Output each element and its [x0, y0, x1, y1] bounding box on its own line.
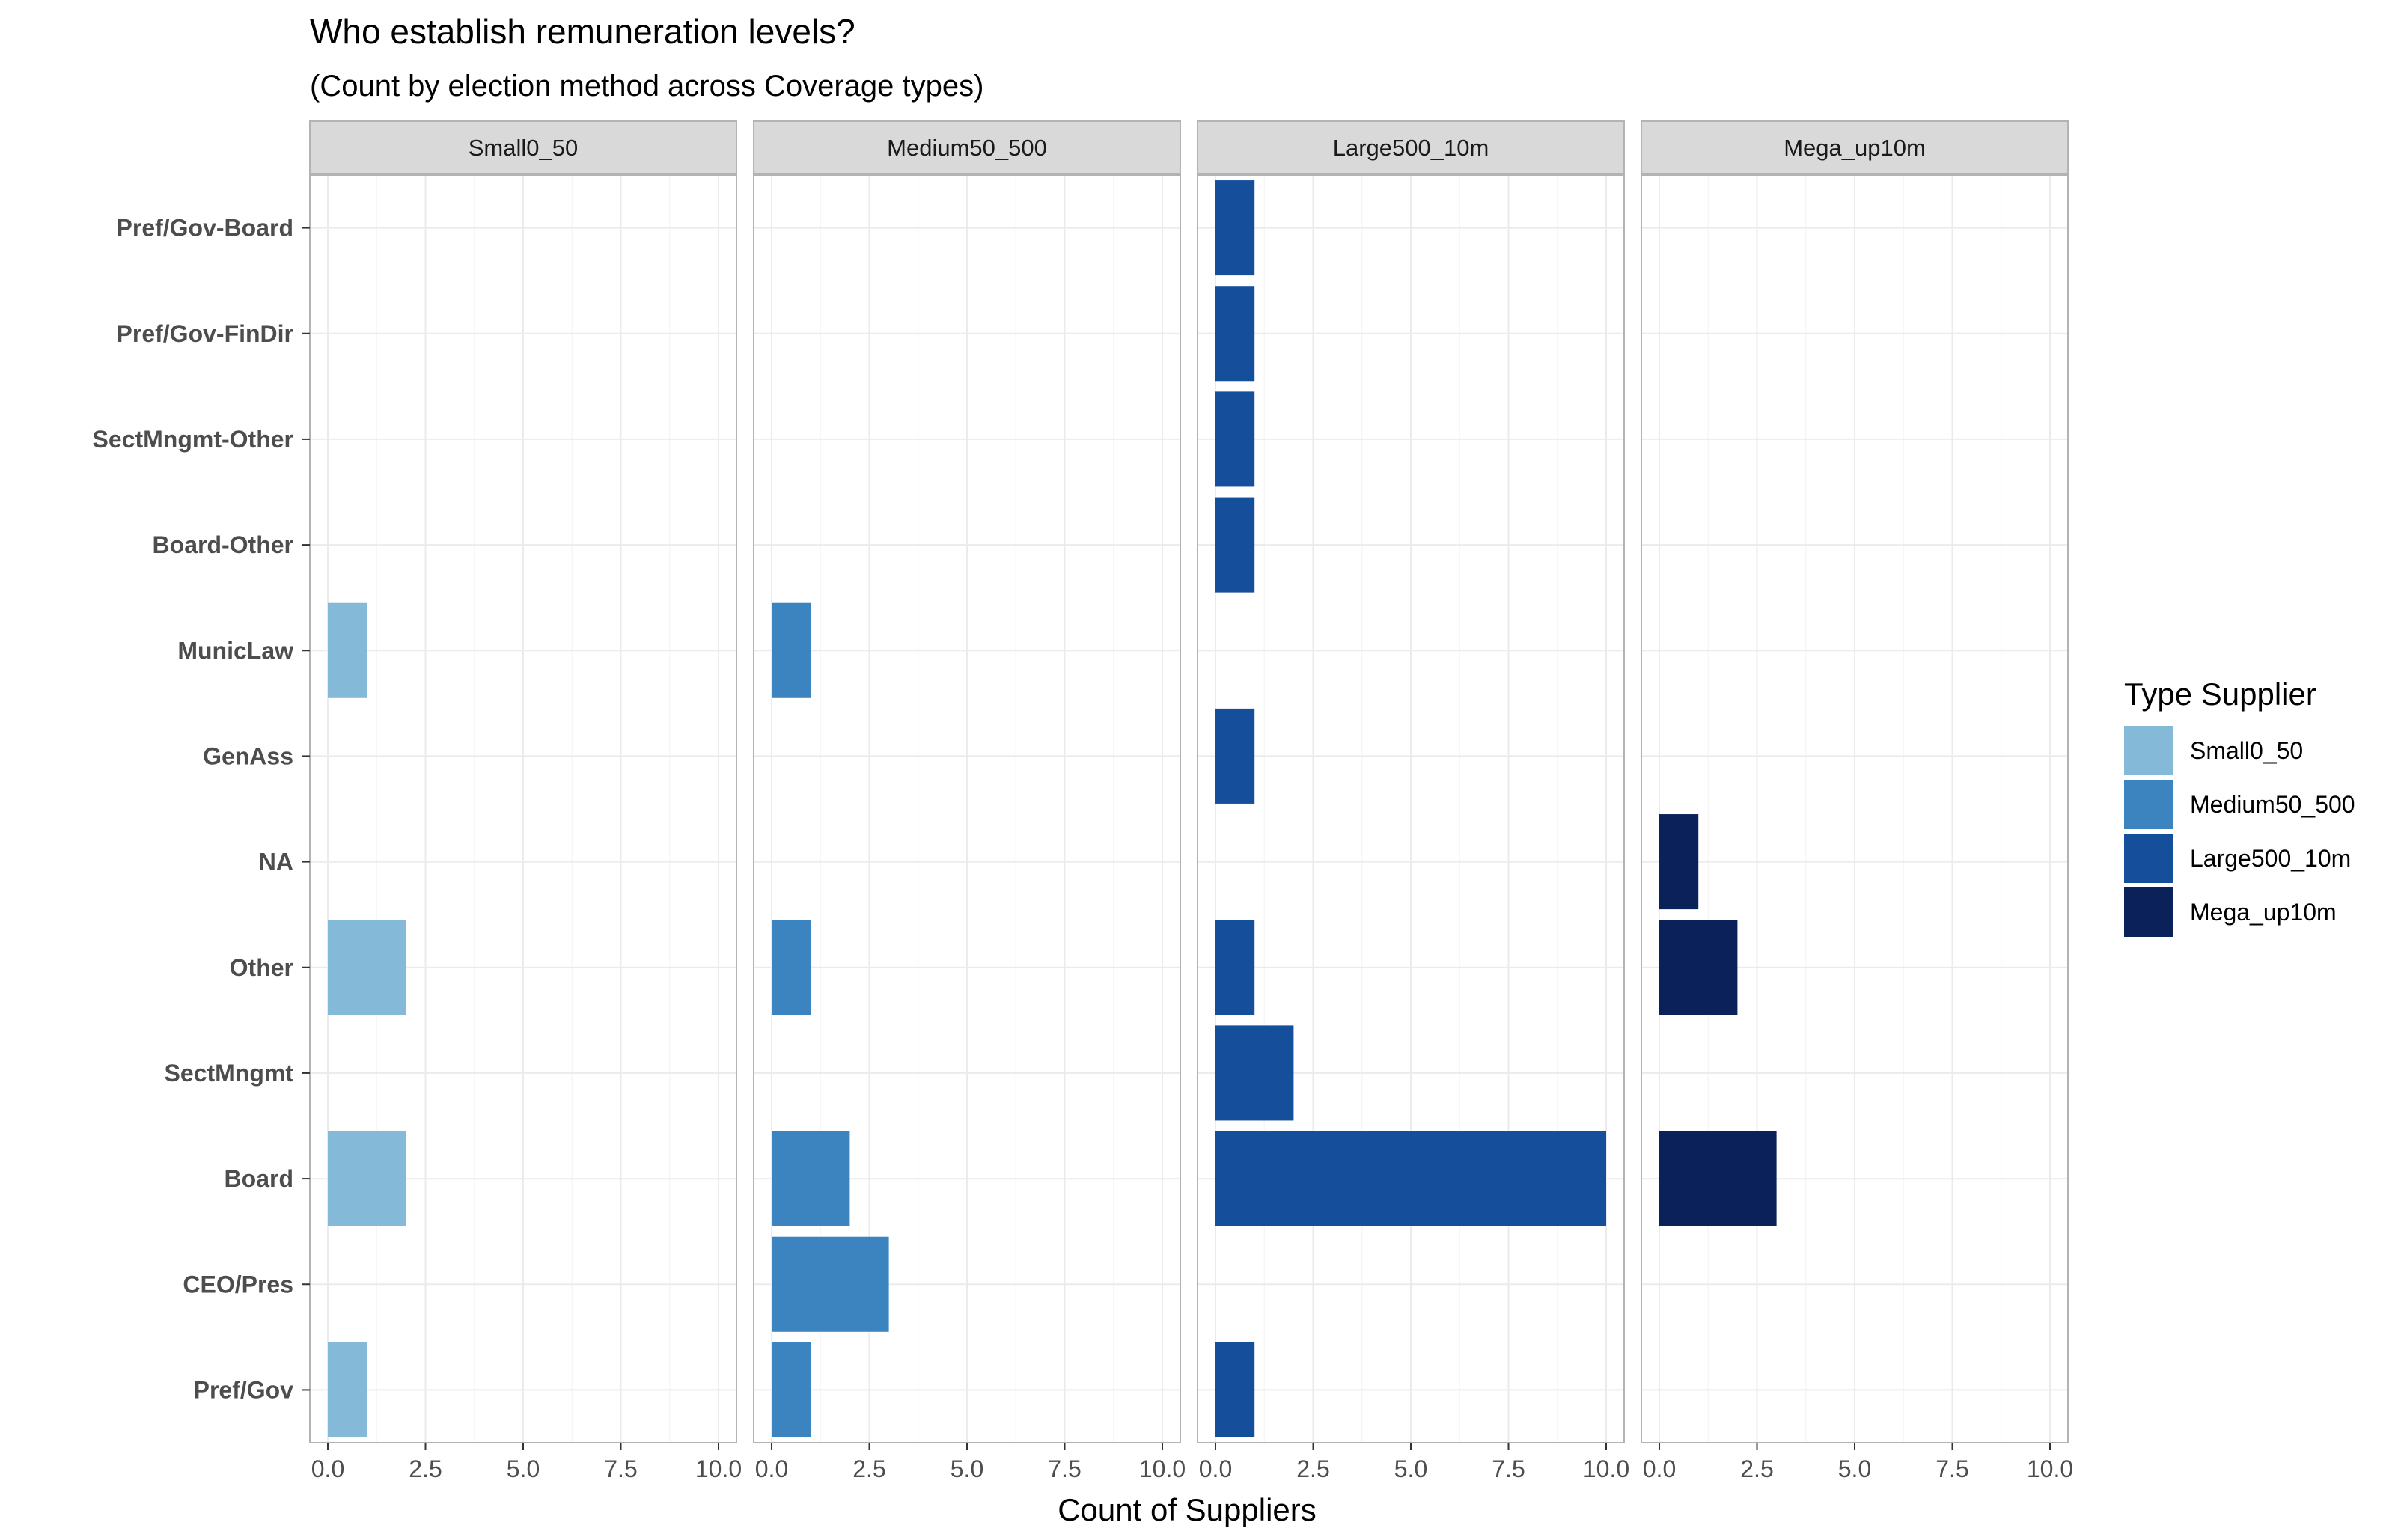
x-tick-label: 5.0	[1838, 1455, 1871, 1482]
legend: Type Supplier Small0_50 Medium50_500 Large…	[2124, 676, 2355, 937]
bar-Medium50_500-MunicLaw	[772, 602, 811, 698]
chart-title: Who establish remuneration levels?	[310, 12, 855, 51]
x-tick-label: 0.0	[1199, 1455, 1232, 1482]
facet-strip	[1197, 120, 1625, 174]
y-tick-label: CEO/Pres	[183, 1271, 293, 1298]
x-tick-label: 0.0	[755, 1455, 788, 1482]
legend-key-Large500_10m	[2124, 834, 2173, 883]
y-tick-label: NA	[259, 849, 293, 876]
y-tick-label: GenAss	[203, 742, 293, 769]
legend-label: Medium50_500	[2190, 791, 2355, 818]
facet-strip	[753, 120, 1181, 174]
bar-Mega_up10m-NA	[1659, 814, 1699, 910]
bar-Mega_up10m-Board	[1659, 1131, 1777, 1226]
bar-Large500_10m-GenAss	[1215, 708, 1255, 804]
x-tick-label: 2.5	[409, 1455, 442, 1482]
bar-Large500_10m-Board	[1215, 1131, 1606, 1226]
x-tick-label: 10.0	[695, 1455, 742, 1482]
bar-Medium50_500-Other	[772, 920, 811, 1015]
bar-Small0_50-Pref/Gov	[328, 1342, 367, 1437]
bar-Small0_50-MunicLaw	[328, 602, 367, 698]
legend-key-Small0_50	[2124, 726, 2173, 775]
bar-Small0_50-Board	[328, 1131, 406, 1226]
x-tick-label: 5.0	[951, 1455, 983, 1482]
bar-Medium50_500-Pref/Gov	[772, 1342, 811, 1437]
y-tick-label: SectMngmt-Other	[93, 426, 293, 453]
x-tick-label: 7.5	[604, 1455, 637, 1482]
legend-key-Mega_up10m	[2124, 887, 2173, 937]
facet-strip-label: Mega_up10m	[1784, 135, 1926, 161]
x-axis-title: Count of Suppliers	[1058, 1492, 1317, 1527]
bar-Large500_10m-Pref/Gov	[1215, 1342, 1255, 1437]
y-tick-label: SectMngmt	[165, 1060, 294, 1087]
bar-Large500_10m-SectMngmt	[1215, 1025, 1294, 1121]
facet-panels: Small0_50 0.0 2.5 5.0 7.5 10.0 Medium50_500 0.0…	[309, 120, 2073, 1482]
facet-strip-label: Medium50_500	[887, 135, 1047, 161]
y-tick-label: MunicLaw	[177, 637, 293, 664]
bar-Small0_50-Other	[328, 920, 406, 1015]
panel-Mega_up10m: Mega_up10m 0.0 2.5 5.0 7.5 10.0	[1641, 120, 2073, 1482]
x-tick-label: 5.0	[507, 1455, 540, 1482]
y-tick-label: Other	[230, 954, 293, 981]
x-tick-label: 7.5	[1492, 1455, 1525, 1482]
y-tick-label: Pref/Gov	[194, 1376, 294, 1403]
facet-strip-label: Large500_10m	[1333, 135, 1489, 161]
y-axis-labels: Pref/Gov-Board Pref/Gov-FinDir SectMngmt-O…	[93, 215, 310, 1403]
bar-Medium50_500-CEO/Pres	[772, 1236, 889, 1332]
x-tick-label: 0.0	[1643, 1455, 1676, 1482]
bar-Medium50_500-Board	[772, 1131, 850, 1226]
x-tick-label: 7.5	[1048, 1455, 1081, 1482]
legend-key-Medium50_500	[2124, 780, 2173, 829]
legend-label: Mega_up10m	[2190, 899, 2337, 926]
y-tick-label: Board-Other	[153, 531, 293, 558]
bar-Large500_10m-SectMngmt-Other	[1215, 391, 1255, 487]
legend-title: Type Supplier	[2124, 676, 2316, 712]
x-tick-label: 2.5	[1296, 1455, 1329, 1482]
x-tick-label: 10.0	[1583, 1455, 1629, 1482]
panel-Large500_10m: Large500_10m 0.0 2.5 5.0 7.5 10.0	[1197, 120, 1629, 1482]
y-tick-label: Board	[225, 1165, 293, 1192]
x-tick-label: 2.5	[852, 1455, 885, 1482]
x-tick-label: 10.0	[1139, 1455, 1186, 1482]
x-tick-label: 5.0	[1394, 1455, 1427, 1482]
bar-Large500_10m-Pref/Gov-FinDir	[1215, 286, 1255, 382]
panel-Medium50_500: Medium50_500 0.0 2.5 5.0 7.5 10.0	[753, 120, 1186, 1482]
facet-strip	[309, 120, 737, 174]
bar-Large500_10m-Pref/Gov-Board	[1215, 180, 1255, 276]
x-tick-label: 10.0	[2027, 1455, 2073, 1482]
y-tick-label: Pref/Gov-FinDir	[117, 320, 293, 347]
x-tick-label: 0.0	[311, 1455, 344, 1482]
legend-label: Small0_50	[2190, 737, 2303, 764]
x-tick-label: 7.5	[1935, 1455, 1968, 1482]
legend-label: Large500_10m	[2190, 845, 2351, 872]
chart-subtitle: (Count by election method across Coverag…	[310, 70, 983, 103]
bar-Mega_up10m-Other	[1659, 920, 1738, 1015]
y-tick-label: Pref/Gov-Board	[117, 215, 293, 242]
facet-strip-label: Small0_50	[469, 135, 578, 161]
facet-strip	[1641, 120, 2069, 174]
panel-Small0_50: Small0_50 0.0 2.5 5.0 7.5 10.0	[309, 120, 742, 1482]
bar-Large500_10m-Other	[1215, 920, 1255, 1015]
x-tick-label: 2.5	[1740, 1455, 1773, 1482]
bar-Large500_10m-Board-Other	[1215, 497, 1255, 593]
